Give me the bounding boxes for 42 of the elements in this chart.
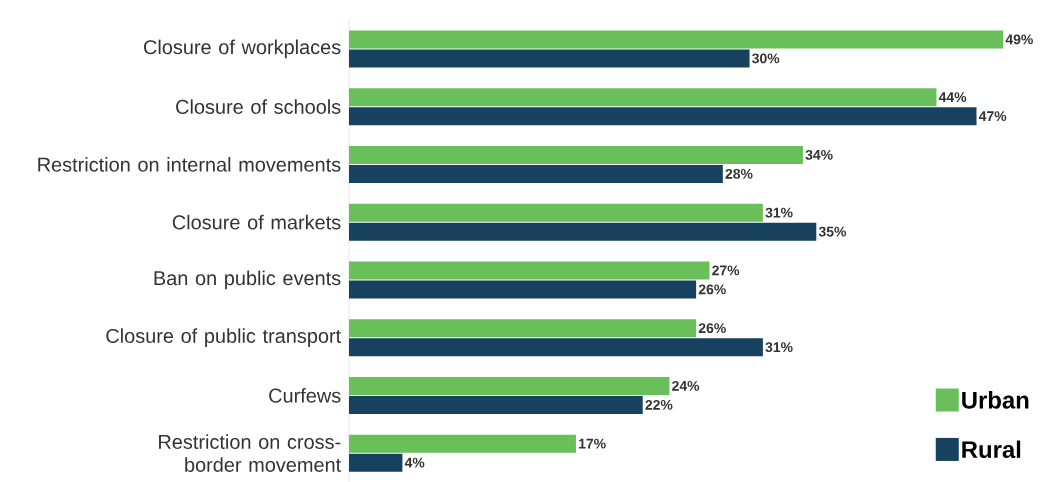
bar <box>349 88 937 107</box>
y-tick-label: Closure of public transport <box>106 328 342 347</box>
bar <box>349 376 670 395</box>
data-label: 27% <box>712 265 740 276</box>
bar <box>349 395 643 414</box>
bar <box>349 453 403 472</box>
data-label: 26% <box>698 323 726 334</box>
bar <box>349 164 723 183</box>
legend-label: Rural <box>962 440 1021 459</box>
y-tick-label: Restriction on cross-border movement <box>159 434 342 472</box>
data-label: 47% <box>978 111 1007 122</box>
data-label: 26% <box>698 284 726 295</box>
data-label: 35% <box>818 226 847 237</box>
data-label: 24% <box>672 380 700 391</box>
bar <box>349 203 763 222</box>
bar <box>349 338 763 357</box>
data-label: 31% <box>765 207 793 218</box>
data-label: 22% <box>645 399 673 410</box>
y-tick-label: Curfews <box>269 388 341 403</box>
bar <box>349 107 977 126</box>
bar <box>349 319 697 338</box>
legend-label: Urban <box>962 391 1029 409</box>
bar <box>349 30 1004 49</box>
y-tick-label: Closure of markets <box>172 214 341 230</box>
y-tick-label: Closure of schools <box>176 99 341 114</box>
bar <box>349 49 750 68</box>
bar <box>349 145 803 164</box>
data-label: 28% <box>725 168 753 179</box>
data-label: 4% <box>404 457 425 468</box>
data-label: 44% <box>938 92 967 103</box>
bar <box>349 261 710 280</box>
data-label: 31% <box>765 342 793 353</box>
data-label: 17% <box>579 438 606 449</box>
bar <box>349 434 576 453</box>
y-tick-label: Ban on public events <box>154 270 341 290</box>
y-tick-label: Restriction on internal movements <box>38 157 341 172</box>
data-label: 34% <box>805 149 833 160</box>
y-tick-label: Closure of workplaces <box>144 39 341 59</box>
bar <box>349 280 697 299</box>
bar <box>349 222 817 241</box>
data-label: 49% <box>1005 34 1033 45</box>
data-label: 30% <box>752 53 780 64</box>
